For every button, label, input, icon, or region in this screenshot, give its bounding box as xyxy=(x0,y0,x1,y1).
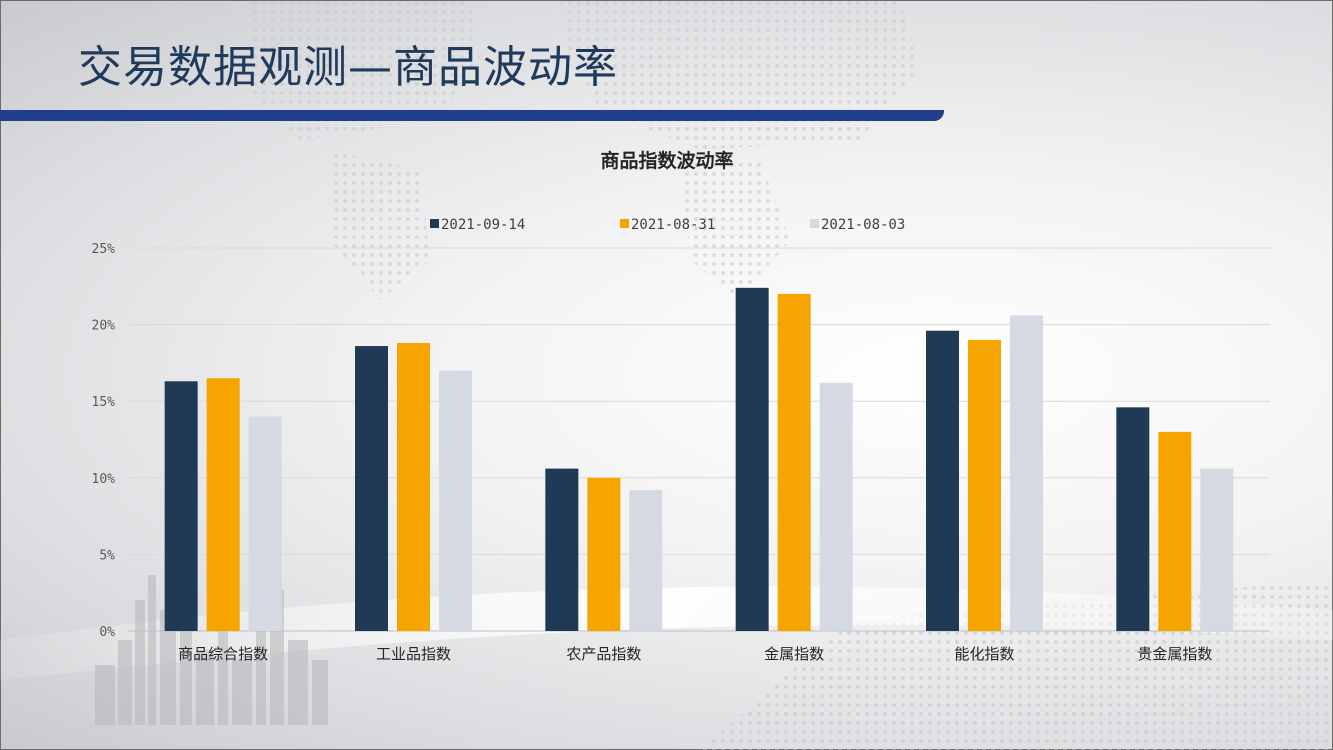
x-category-label: 农产品指数 xyxy=(566,645,641,663)
bar xyxy=(819,382,853,631)
x-category-label: 商品综合指数 xyxy=(178,645,268,663)
chart-legend: 2021-09-14 2021-08-31 2021-08-03 xyxy=(430,217,905,233)
legend-swatch xyxy=(810,219,819,228)
chart-title: 商品指数波动率 xyxy=(600,149,733,172)
bar xyxy=(926,330,959,631)
bar xyxy=(1010,315,1043,631)
bar xyxy=(1158,431,1192,631)
x-category-label: 能化指数 xyxy=(954,645,1014,663)
x-category-label: 工业品指数 xyxy=(376,645,451,663)
y-tick-label: 20% xyxy=(92,319,116,334)
y-tick-label: 5% xyxy=(99,548,115,563)
bar xyxy=(968,339,1001,631)
bar xyxy=(545,468,579,631)
chart-gridlines xyxy=(128,247,1270,632)
bar xyxy=(629,490,663,631)
title-accent-bar xyxy=(0,110,944,121)
bar xyxy=(735,287,769,631)
y-tick-label: 0% xyxy=(99,625,115,640)
slide-title: 交易数据观测—商品波动率 xyxy=(78,42,618,93)
bar xyxy=(355,346,388,631)
x-category-label: 金属指数 xyxy=(764,645,824,663)
bar xyxy=(587,477,621,631)
y-tick-label: 25% xyxy=(92,242,116,257)
bar xyxy=(1116,407,1150,631)
bar xyxy=(248,416,282,631)
x-category-label: 贵金属指数 xyxy=(1137,645,1212,663)
legend-label: 2021-08-31 xyxy=(631,217,715,233)
legend-label: 2021-08-03 xyxy=(821,217,905,233)
chart-bars xyxy=(164,287,1234,631)
bar xyxy=(206,378,240,631)
bar xyxy=(164,381,198,631)
x-axis: 商品综合指数 工业品指数 农产品指数 金属指数 能化指数 贵金属指数 xyxy=(178,645,1212,663)
bar xyxy=(1200,468,1234,631)
bar xyxy=(439,370,472,631)
legend-swatch xyxy=(430,219,439,228)
skyline-decoration xyxy=(95,575,328,725)
y-axis: 0% 5% 10% 15% 20% 25% xyxy=(92,242,116,640)
y-tick-label: 15% xyxy=(92,395,116,410)
legend-swatch xyxy=(620,219,629,228)
bar xyxy=(777,293,811,631)
bar xyxy=(397,342,430,631)
legend-label: 2021-09-14 xyxy=(441,217,525,233)
y-tick-label: 10% xyxy=(92,472,116,487)
